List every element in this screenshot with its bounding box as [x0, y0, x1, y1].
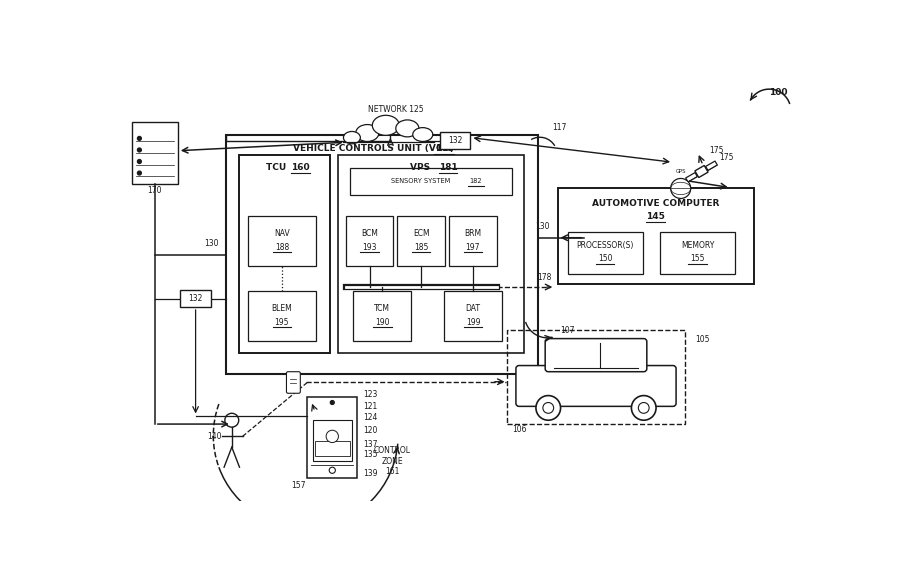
Text: SENSORY SYSTEM: SENSORY SYSTEM [392, 178, 453, 184]
Ellipse shape [356, 124, 379, 141]
Text: 124: 124 [364, 413, 378, 422]
Text: 100: 100 [770, 88, 788, 97]
Bar [131, 122, 178, 184]
Circle shape [638, 403, 649, 413]
Text: 195: 195 [274, 318, 289, 327]
Polygon shape [695, 166, 708, 177]
Bar [445, 291, 502, 341]
Text: 139: 139 [364, 469, 378, 478]
FancyBboxPatch shape [545, 338, 647, 372]
Text: PROCESSOR(S): PROCESSOR(S) [577, 240, 634, 249]
Text: TCU: TCU [266, 163, 289, 172]
Text: 182: 182 [470, 178, 482, 184]
FancyBboxPatch shape [516, 365, 676, 406]
Ellipse shape [344, 132, 360, 144]
Text: 181: 181 [439, 163, 457, 172]
Bar [248, 291, 316, 341]
Bar [397, 216, 446, 266]
Bar [312, 420, 352, 461]
Circle shape [225, 413, 238, 427]
Text: 155: 155 [690, 254, 705, 263]
Bar [338, 155, 525, 353]
Text: VPS: VPS [410, 163, 434, 172]
Text: 107: 107 [561, 325, 575, 334]
FancyBboxPatch shape [286, 372, 301, 394]
Text: 130: 130 [203, 239, 218, 248]
Text: ECM: ECM [413, 229, 429, 238]
Text: 160: 160 [291, 163, 310, 172]
Text: 165: 165 [435, 144, 454, 153]
Text: 106: 106 [512, 425, 526, 434]
Text: NAV: NAV [274, 229, 290, 238]
Ellipse shape [373, 115, 400, 135]
Text: AUTOMOTIVE COMPUTER: AUTOMOTIVE COMPUTER [592, 199, 719, 208]
Bar [449, 216, 497, 266]
Circle shape [632, 396, 656, 420]
Text: 178: 178 [537, 273, 552, 282]
Bar [350, 168, 512, 195]
Bar [660, 231, 735, 274]
Bar [568, 231, 643, 274]
Text: BLEM: BLEM [272, 303, 292, 312]
Text: 117: 117 [553, 123, 567, 132]
Bar [239, 155, 330, 353]
Text: TCM: TCM [374, 303, 391, 312]
Text: 175: 175 [709, 146, 725, 155]
Circle shape [326, 430, 338, 443]
Circle shape [536, 396, 561, 420]
Circle shape [138, 159, 141, 163]
Circle shape [138, 148, 141, 152]
Text: 175: 175 [719, 153, 733, 162]
Circle shape [670, 178, 690, 199]
Text: 150: 150 [598, 254, 613, 263]
Text: 188: 188 [274, 243, 289, 252]
Polygon shape [686, 173, 698, 182]
Text: VEHICLE CONTROLS UNIT (VCU): VEHICLE CONTROLS UNIT (VCU) [292, 144, 456, 153]
Text: DAT: DAT [465, 303, 481, 312]
Text: NETWORK 125: NETWORK 125 [368, 105, 424, 114]
Text: 130: 130 [535, 222, 549, 231]
Bar [354, 291, 411, 341]
Text: 190: 190 [375, 318, 390, 327]
Text: CONTROL
ZONE
161: CONTROL ZONE 161 [374, 446, 410, 476]
Bar [315, 441, 349, 457]
Text: BCM: BCM [361, 229, 378, 238]
Text: 185: 185 [414, 243, 428, 252]
Text: 120: 120 [364, 426, 378, 435]
Text: 137: 137 [364, 440, 378, 449]
Ellipse shape [396, 120, 418, 137]
Polygon shape [706, 161, 717, 171]
Bar [307, 397, 357, 478]
Text: 197: 197 [465, 243, 480, 252]
Text: GPS: GPS [675, 169, 686, 174]
Circle shape [330, 401, 334, 404]
Text: 105: 105 [695, 335, 709, 344]
Bar [346, 216, 393, 266]
Ellipse shape [413, 128, 433, 141]
Text: 145: 145 [646, 212, 665, 221]
Circle shape [329, 467, 336, 473]
Bar [248, 216, 316, 266]
Text: 140: 140 [208, 432, 222, 441]
Bar [227, 135, 538, 374]
Text: MEMORY: MEMORY [681, 240, 715, 249]
Bar [440, 132, 471, 149]
Bar [557, 187, 754, 284]
Text: 170: 170 [148, 186, 162, 195]
Text: 123: 123 [364, 390, 378, 399]
Circle shape [138, 171, 141, 175]
Bar [508, 330, 685, 424]
Text: 193: 193 [363, 243, 377, 252]
Text: 157: 157 [291, 481, 305, 490]
Text: 132: 132 [188, 294, 202, 303]
Text: 135: 135 [364, 450, 378, 459]
Text: 199: 199 [466, 318, 481, 327]
Text: 132: 132 [448, 136, 463, 145]
Text: 121: 121 [364, 402, 378, 411]
Circle shape [138, 136, 141, 140]
Text: BRM: BRM [464, 229, 482, 238]
Circle shape [543, 403, 553, 413]
Bar [180, 290, 211, 307]
